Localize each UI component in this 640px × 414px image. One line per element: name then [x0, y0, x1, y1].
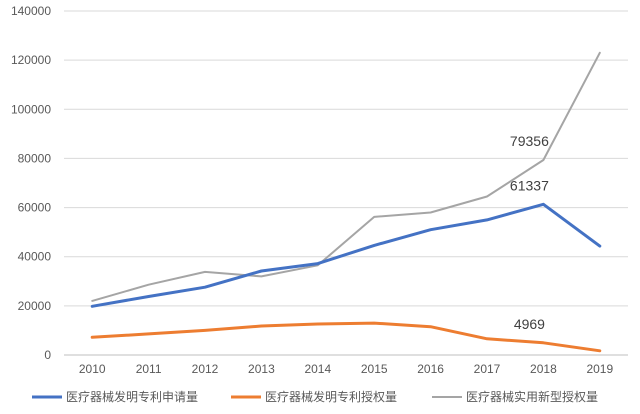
x-tick-label: 2019 — [586, 362, 613, 376]
x-tick-label: 2010 — [79, 362, 106, 376]
x-tick-label: 2015 — [361, 362, 388, 376]
x-tick-label: 2011 — [136, 362, 162, 376]
data-label: 4969 — [514, 316, 545, 332]
series-line-2 — [90, 321, 602, 353]
series-lines — [90, 51, 602, 353]
series-line-1 — [90, 202, 602, 308]
x-tick-label: 2012 — [192, 362, 219, 376]
y-tick-label: 120000 — [11, 53, 51, 67]
data-label: 61337 — [510, 177, 549, 193]
legend-label: 医疗器械实用新型授权量 — [466, 389, 598, 404]
legend-label: 医疗器械发明专利授权量 — [265, 389, 397, 404]
y-tick-label: 40000 — [18, 250, 52, 264]
legend-item-3: 医疗器械实用新型授权量 — [432, 389, 598, 404]
x-axis-ticks: 2010 2011 2012 2013 2014 2015 2016 2017 2018 2019 — [79, 362, 614, 376]
legend-label: 医疗器械发明专利申请量 — [66, 389, 198, 404]
x-tick-label: 2018 — [530, 362, 557, 376]
y-axis-ticks: 0 20000 40000 60000 80000 100000 120000 140000 — [11, 4, 51, 362]
y-tick-label: 80000 — [18, 151, 52, 165]
y-tick-label: 60000 — [18, 201, 52, 215]
legend: 医疗器械发明专利申请量 医疗器械发明专利授权量 医疗器械实用新型授权量 — [32, 389, 598, 404]
y-tick-label: 100000 — [11, 102, 51, 116]
x-tick-label: 2017 — [474, 362, 501, 376]
x-tick-label: 2013 — [248, 362, 275, 376]
y-tick-label: 140000 — [11, 4, 51, 18]
legend-item-1: 医疗器械发明专利申请量 — [32, 389, 198, 404]
data-labels: 79356 61337 4969 — [510, 133, 549, 332]
legend-item-2: 医疗器械发明专利授权量 — [231, 389, 397, 404]
data-label: 79356 — [510, 133, 549, 149]
y-tick-label: 20000 — [18, 299, 52, 313]
gridlines — [64, 10, 628, 356]
x-tick-label: 2014 — [304, 362, 331, 376]
x-tick-label: 2016 — [417, 362, 444, 376]
y-tick-label: 0 — [44, 348, 51, 362]
series-line-3 — [91, 51, 601, 302]
